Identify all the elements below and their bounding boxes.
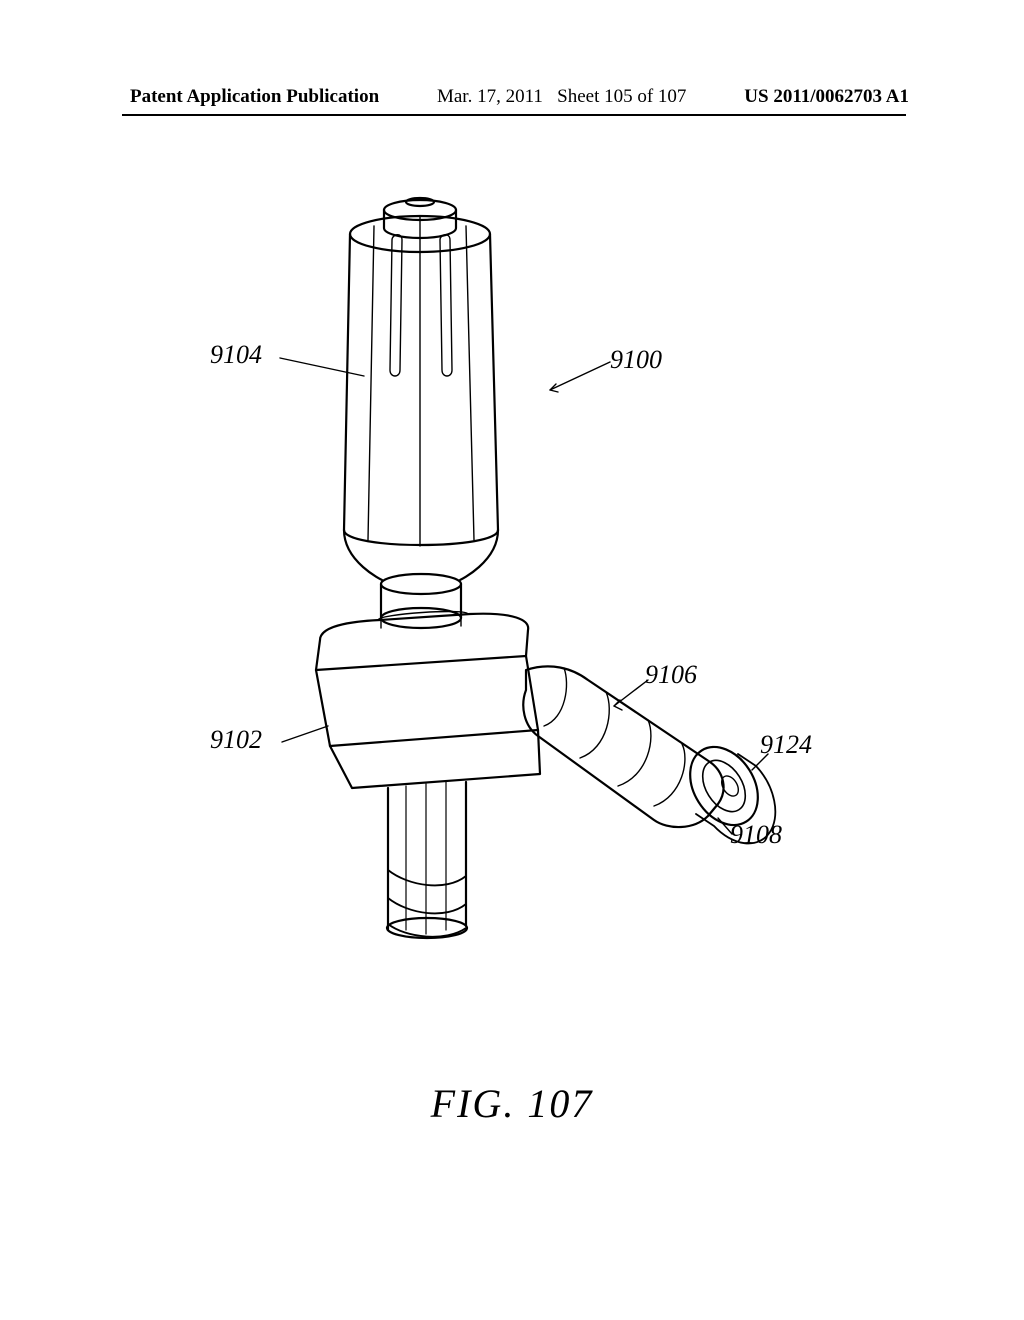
ref-9106: 9106 — [645, 660, 697, 690]
header-rule — [122, 114, 906, 116]
ref-9108: 9108 — [730, 820, 782, 850]
header-date: Mar. 17, 2011 — [437, 86, 543, 107]
figure-area: 9104 9100 9102 9106 9124 9108 — [120, 170, 910, 1070]
ref-9124: 9124 — [760, 730, 812, 760]
ref-9104: 9104 — [210, 340, 262, 370]
header-sheet: Sheet 105 of 107 — [557, 86, 686, 107]
figure-caption: FIG. 107 — [0, 1080, 1024, 1127]
ref-9100: 9100 — [610, 345, 662, 375]
patent-drawing — [120, 170, 910, 1070]
header-right: US 2011/0062703 A1 — [744, 86, 909, 108]
page-header: Patent Application Publication Mar. 17, … — [0, 86, 1024, 108]
ref-9102: 9102 — [210, 725, 262, 755]
header-left: Patent Application Publication — [130, 86, 379, 108]
header-center: Mar. 17, 2011 Sheet 105 of 107 — [437, 86, 686, 108]
